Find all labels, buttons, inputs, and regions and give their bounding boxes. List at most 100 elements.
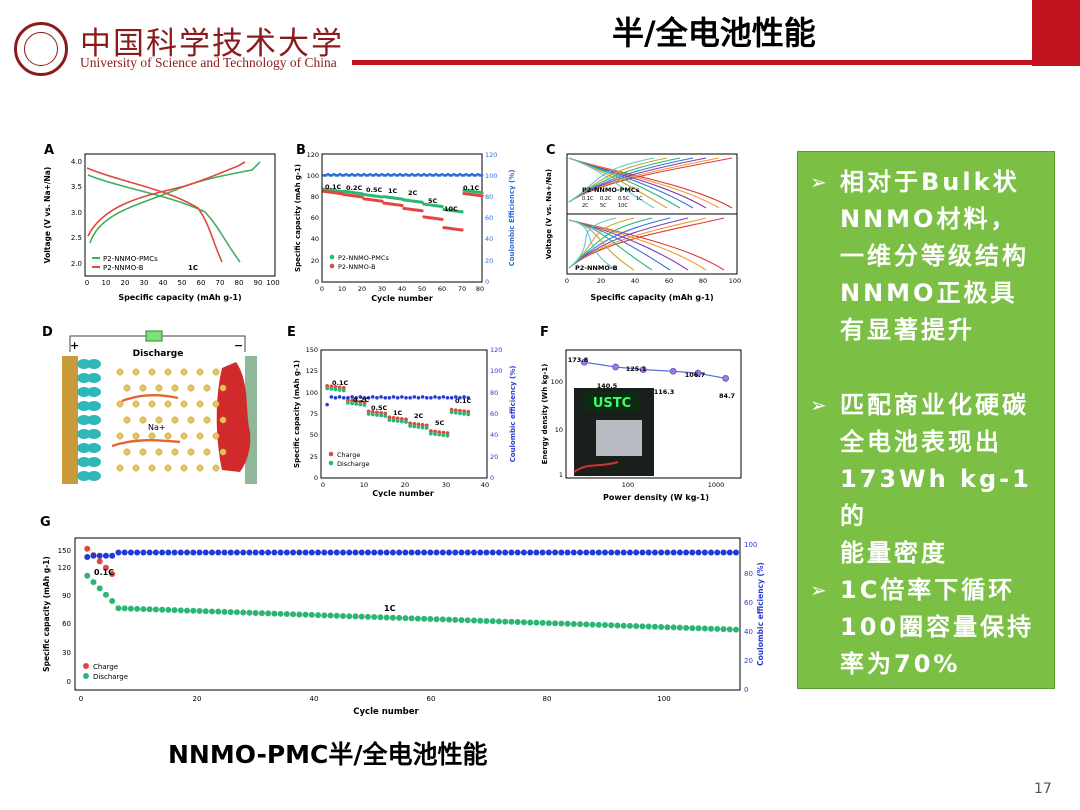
- svg-text:0.2C: 0.2C: [346, 184, 363, 192]
- panel-e-x-label: Cycle number: [372, 489, 434, 497]
- panel-g-ce-point: [240, 549, 247, 556]
- panel-g-discharge-point: [265, 610, 272, 617]
- svg-text:0.2C: 0.2C: [353, 396, 370, 404]
- panel-e-label: E: [287, 325, 296, 340]
- panel-g-ce-point: [140, 549, 147, 556]
- panel-g-ce-point: [539, 549, 546, 556]
- panel-f-y-ticks: 1 10 100: [551, 378, 563, 479]
- svg-text:0: 0: [79, 695, 83, 703]
- svg-text:100: 100: [306, 389, 318, 397]
- panel-e-y2-ticks: 0 20 40 60 80 100 120: [490, 346, 502, 482]
- panel-g-ce-point: [520, 549, 527, 556]
- panel-g-ce-point: [134, 549, 141, 556]
- panel-c-bottom-charge-curve: [568, 217, 617, 269]
- svg-text:0: 0: [85, 279, 89, 287]
- panel-g-ce-point: [421, 549, 428, 556]
- panel-g-discharge-point: [658, 623, 665, 630]
- panel-e-chart: 0.1C 0.2C 0.5C 1C 2C 5C 0.1C Charge Disc…: [293, 346, 517, 498]
- panel-b-ce-point: [334, 173, 338, 177]
- cathode-fiber: [77, 443, 91, 453]
- panel-f-point-labels: 173.8 140.5 125.1 116.3 106.7 84.7: [568, 356, 735, 400]
- panel-g-discharge-point: [283, 611, 290, 618]
- cathode-fiber: [87, 359, 101, 369]
- panel-c-x-label: Specific capacity (mAh g-1): [590, 293, 713, 302]
- panel-g-discharge-point: [252, 609, 259, 616]
- svg-text:20: 20: [121, 279, 130, 287]
- cathode-fibers: [77, 359, 101, 481]
- panel-b-legend-bulk: P2-NNMO-B: [338, 263, 376, 271]
- panel-g-ce-point: [333, 549, 340, 556]
- panel-e-discharge-point: [346, 401, 350, 405]
- panel-g-ce-point: [252, 549, 259, 556]
- svg-text:0: 0: [315, 278, 319, 286]
- svg-text:25: 25: [310, 453, 318, 461]
- panel-g-discharge-point: [364, 613, 371, 620]
- panel-g-ce-point: [227, 549, 234, 556]
- panel-g-ce-point: [121, 549, 128, 556]
- panel-g-ce-point: [477, 549, 484, 556]
- panel-b-ce-point: [460, 173, 464, 177]
- sodium-ion: [164, 432, 172, 440]
- panel-g-discharge-point: [302, 611, 309, 618]
- panel-g-ce-point: [508, 549, 515, 556]
- svg-text:5C: 5C: [600, 203, 607, 209]
- sodium-ion: [123, 448, 131, 456]
- panel-b-point: [400, 203, 404, 208]
- panel-g-discharge-point: [539, 619, 546, 626]
- sodium-ion: [148, 400, 156, 408]
- panel-g-discharge-point: [614, 622, 621, 629]
- panel-e-ce-point: [391, 395, 396, 399]
- panel-g-ce-point: [689, 549, 696, 556]
- panel-g-discharge-point: [209, 608, 215, 615]
- svg-text:0.1C: 0.1C: [582, 196, 594, 202]
- panel-e-ce-point: [383, 395, 388, 400]
- panel-g-discharge-point: [96, 585, 103, 592]
- panel-g-discharge-point: [564, 620, 571, 627]
- svg-text:2C: 2C: [582, 203, 589, 209]
- panel-g-discharge-point: [177, 607, 184, 614]
- panel-g-y-label: Specific capacity (mAh g-1): [42, 556, 51, 672]
- panel-g-discharge-point: [333, 612, 340, 619]
- panel-e-ce-point: [341, 395, 346, 400]
- panel-g-ce-point: [645, 549, 652, 556]
- panel-b-ce-point: [322, 173, 326, 177]
- panel-g-discharge-point: [520, 619, 527, 626]
- panel-e-ce-point: [404, 395, 408, 400]
- sodium-ion: [180, 400, 188, 408]
- svg-text:40: 40: [744, 628, 753, 636]
- panel-e-ce-point: [445, 395, 450, 400]
- svg-text:20: 20: [490, 453, 498, 461]
- panel-g-legend-charge: Charge: [93, 663, 118, 671]
- panel-b-ce-point: [430, 173, 434, 177]
- svg-text:100: 100: [622, 481, 634, 489]
- panel-e-marks: [325, 383, 471, 438]
- summary-bullet-2: ➢ 匹配商业化硬碳 全电池表现出 173Wh kg-1的 能量密度: [810, 387, 1054, 572]
- panel-g-discharge-point: [708, 625, 715, 632]
- svg-text:4.0: 4.0: [71, 158, 82, 166]
- panel-e-discharge-point: [462, 411, 466, 416]
- svg-text:80: 80: [490, 389, 498, 397]
- panel-g-ce-point: [315, 549, 322, 556]
- panel-e-discharge-point: [325, 386, 330, 391]
- svg-text:30: 30: [62, 649, 71, 657]
- panel-e-ce-point: [420, 395, 425, 399]
- panel-e-y-label: Specific capacity (mAh g-1): [293, 360, 301, 468]
- panel-g-discharge-point: [502, 618, 509, 625]
- panel-b-ce-point: [388, 173, 392, 177]
- svg-text:80: 80: [543, 695, 552, 703]
- svg-text:0.5C: 0.5C: [618, 196, 630, 202]
- svg-text:50: 50: [418, 285, 426, 293]
- panel-g-ce-point: [290, 549, 297, 556]
- panel-f-y-label: Energy density (Wh kg-1): [541, 364, 549, 465]
- panel-g-rate-low: 0.1C: [94, 568, 114, 577]
- panel-g-discharge-point: [408, 615, 415, 622]
- svg-text:20: 20: [358, 285, 366, 293]
- svg-text:20: 20: [597, 277, 605, 285]
- svg-text:50: 50: [178, 279, 187, 287]
- panel-d-minus: −: [234, 339, 243, 352]
- svg-text:100: 100: [744, 541, 757, 549]
- cathode-fiber: [87, 415, 101, 425]
- panel-e-discharge-point: [375, 413, 379, 417]
- slide-title: 半/全电池性能: [612, 14, 816, 52]
- panel-g-ce-point: [271, 549, 278, 556]
